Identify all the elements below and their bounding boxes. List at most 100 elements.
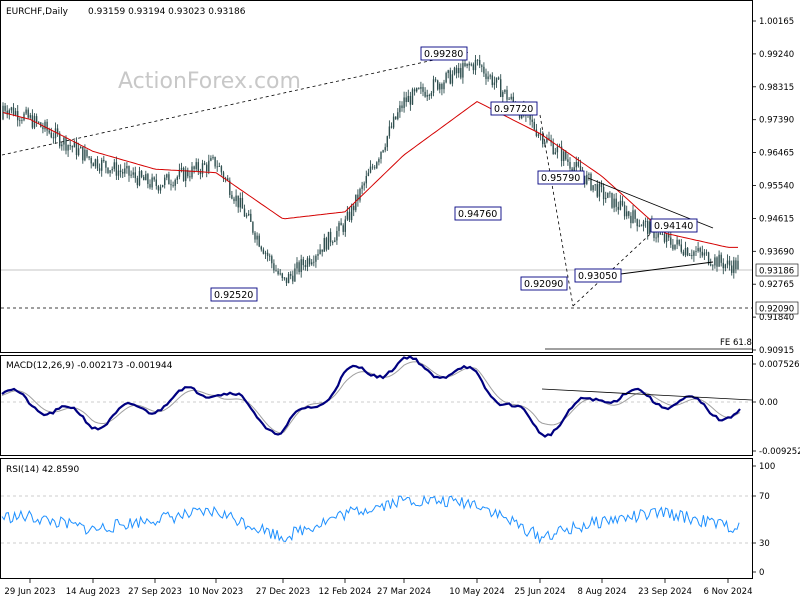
candle-body xyxy=(439,84,441,90)
candle-body xyxy=(98,168,101,171)
candle-body xyxy=(124,168,126,174)
candle-body xyxy=(500,79,502,97)
candle-body xyxy=(697,248,699,252)
candle-body xyxy=(359,188,361,201)
candle-body xyxy=(430,92,433,96)
candle-body xyxy=(189,176,191,178)
candle-body xyxy=(292,275,294,282)
candle-body xyxy=(25,109,27,114)
candle-body xyxy=(548,137,550,141)
candle-body xyxy=(17,111,19,121)
candle-body xyxy=(140,171,143,177)
candle-body xyxy=(149,184,151,188)
candle-body xyxy=(134,172,136,179)
candle-body xyxy=(644,221,647,222)
candle-body xyxy=(726,260,729,265)
candlesticks xyxy=(2,54,739,286)
candle-body xyxy=(332,242,334,243)
candle-body xyxy=(684,248,687,256)
candle-body xyxy=(367,172,370,176)
candle-body xyxy=(661,233,664,235)
x-tick-label: 10 Nov 2023 xyxy=(189,587,243,597)
candle-body xyxy=(155,179,157,186)
candle-body xyxy=(506,89,508,100)
candle-body xyxy=(615,198,617,207)
candle-body xyxy=(258,235,260,247)
candle-body xyxy=(172,185,174,186)
candle-body xyxy=(479,60,481,66)
candle-body xyxy=(203,163,206,165)
candle-body xyxy=(424,91,426,97)
candle-body xyxy=(640,225,643,227)
candle-body xyxy=(319,249,321,254)
candle-body xyxy=(718,254,720,267)
candle-body xyxy=(82,146,84,161)
candle-body xyxy=(107,167,109,173)
candle-body xyxy=(77,148,80,156)
candle-body xyxy=(405,97,407,103)
candle-body xyxy=(529,113,531,120)
candle-body xyxy=(220,166,223,173)
long-trendline xyxy=(1,51,471,156)
candle-body xyxy=(472,64,475,71)
candle-body xyxy=(340,222,342,226)
candle-body xyxy=(180,167,183,170)
candle-body xyxy=(563,151,565,162)
candle-body xyxy=(453,67,456,75)
price-y-tick-label: 0.96465 xyxy=(759,149,794,159)
candle-body xyxy=(701,251,703,256)
candle-body xyxy=(447,70,449,74)
candle-body xyxy=(397,112,399,120)
candle-body xyxy=(634,210,636,219)
candle-body xyxy=(105,161,107,168)
candle-body xyxy=(491,75,493,85)
candle-body xyxy=(243,208,246,217)
candle-body xyxy=(413,89,416,92)
candle-body xyxy=(86,149,88,157)
current-price-tag-box xyxy=(755,263,799,277)
candle-body xyxy=(329,231,332,243)
x-tick-label: 23 Sep 2024 xyxy=(638,587,692,597)
candle-body xyxy=(218,166,220,167)
candle-body xyxy=(720,254,722,263)
candle-body xyxy=(714,257,716,266)
x-tick-label: 12 Feb 2024 xyxy=(319,587,372,597)
candle-body xyxy=(308,258,311,265)
candle-body xyxy=(537,134,540,136)
candle-body xyxy=(487,76,489,80)
candle-body xyxy=(605,197,607,200)
candle-body xyxy=(206,164,208,172)
candle-body xyxy=(300,259,302,273)
x-tick-label: 27 Mar 2024 xyxy=(377,587,431,597)
candle-body xyxy=(607,192,609,198)
candle-body xyxy=(682,251,685,256)
candle-body xyxy=(306,258,309,268)
candle-body xyxy=(178,169,181,177)
candle-body xyxy=(61,144,63,147)
candle-body xyxy=(735,260,737,270)
candle-body xyxy=(470,64,472,66)
macd-y-tick-label: 0.007526 xyxy=(759,360,800,370)
candle-body xyxy=(617,206,619,210)
candle-body xyxy=(287,274,290,284)
candle-body xyxy=(8,110,10,115)
candle-body xyxy=(485,73,487,80)
candle-body xyxy=(693,251,695,256)
annotation-label: 0.99280 xyxy=(424,49,463,60)
support-tag: 0.92090 xyxy=(759,305,794,315)
candle-body xyxy=(138,171,141,186)
candle-body xyxy=(222,172,225,179)
x-tick-label: 10 May 2024 xyxy=(449,587,504,597)
candle-body xyxy=(75,141,78,156)
candle-body xyxy=(363,183,365,186)
rsi-y-tick-label: 0 xyxy=(759,568,764,578)
candle-body xyxy=(554,152,556,155)
annotation-box xyxy=(454,206,502,221)
candle-body xyxy=(248,213,250,216)
candle-body xyxy=(302,259,304,266)
candle-body xyxy=(119,170,122,172)
candle-body xyxy=(508,98,510,100)
candle-body xyxy=(279,273,281,275)
candle-body xyxy=(443,82,445,90)
candle-body xyxy=(577,162,580,167)
